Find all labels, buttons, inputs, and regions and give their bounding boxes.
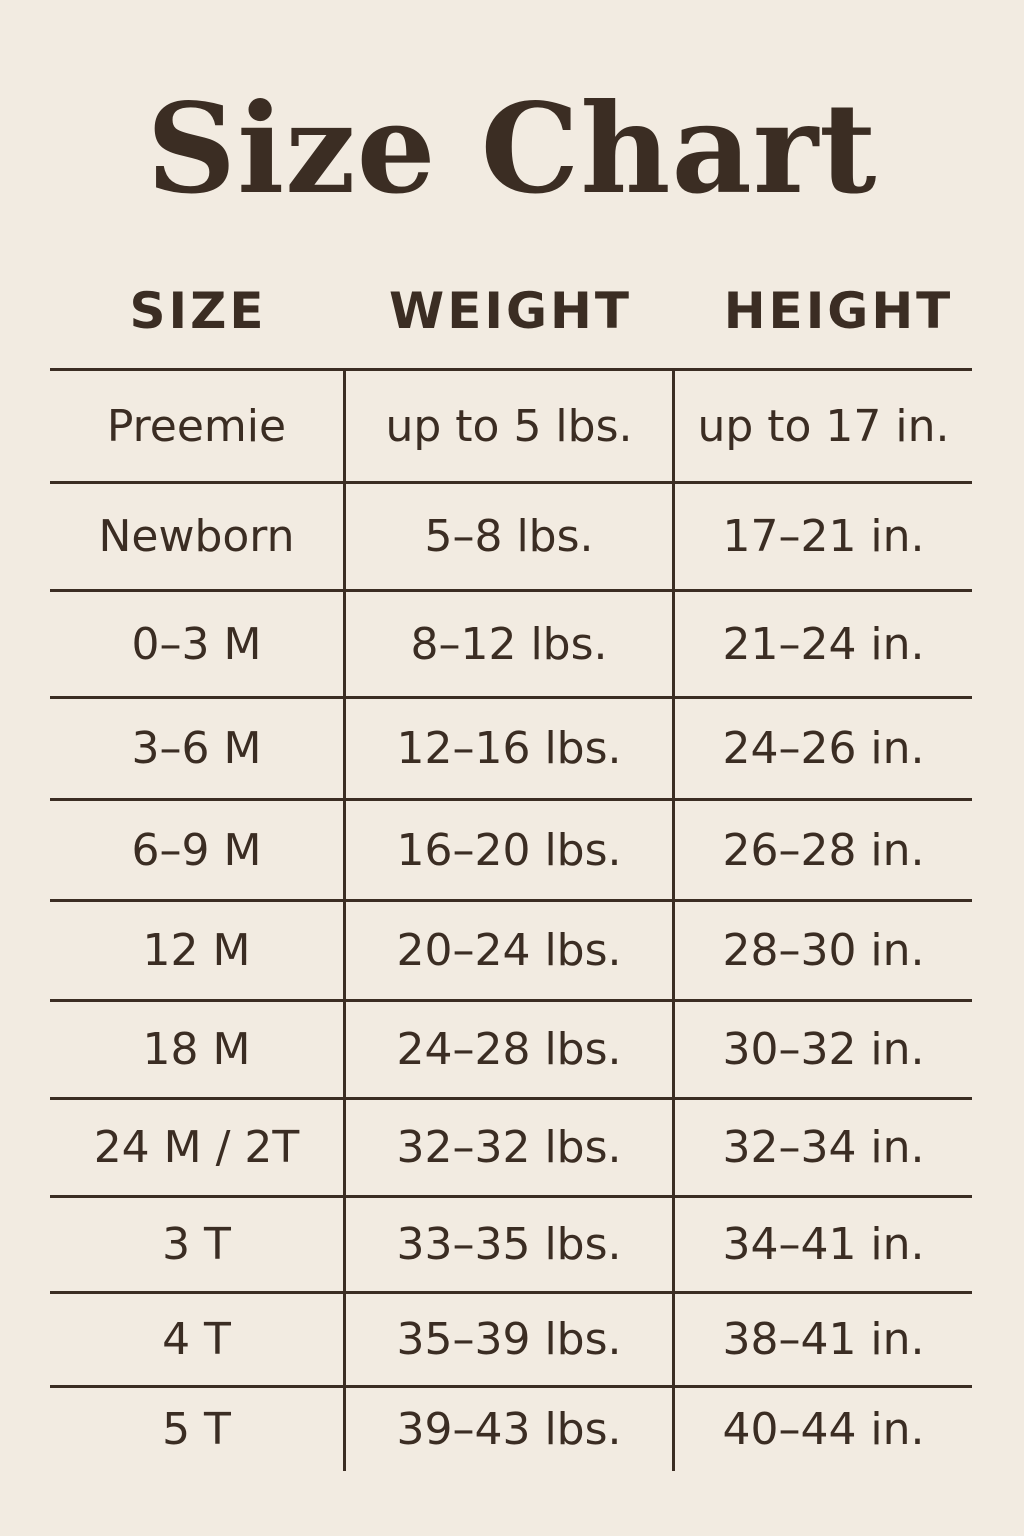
table-row: 24 M / 2T 32–32 lbs. 32–34 in.: [50, 1097, 972, 1195]
size-cell: Newborn: [50, 484, 346, 589]
weight-cell: 39–43 lbs.: [346, 1388, 675, 1471]
height-cell: 34–41 in.: [722, 1219, 925, 1270]
height-cell: 32–34 in.: [722, 1122, 925, 1173]
weight-cell: 20–24 lbs.: [346, 902, 675, 999]
table-row: 12 M 20–24 lbs. 28–30 in.: [50, 899, 972, 999]
table-header: SIZE WEIGHT HEIGHT: [50, 282, 972, 340]
size-cell: 4 T: [50, 1294, 346, 1385]
height-cell: 28–30 in.: [722, 925, 925, 976]
size-cell: 5 T: [50, 1388, 346, 1471]
table-row: 3–6 M 12–16 lbs. 24–26 in.: [50, 696, 972, 798]
table-row: 0–3 M 8–12 lbs. 21–24 in.: [50, 589, 972, 696]
size-cell: 3 T: [50, 1198, 346, 1291]
size-cell: 6–9 M: [50, 801, 346, 899]
weight-cell: 24–28 lbs.: [346, 1002, 675, 1097]
weight-cell: 12–16 lbs.: [346, 699, 675, 798]
size-table: Preemie up to 5 lbs. up to 17 in. Newborn 5–…: [50, 368, 972, 1471]
size-cell: 0–3 M: [50, 592, 346, 696]
header-size: SIZE: [129, 282, 267, 340]
table-row: Newborn 5–8 lbs. 17–21 in.: [50, 481, 972, 589]
weight-cell: 16–20 lbs.: [346, 801, 675, 899]
table-row: 3 T 33–35 lbs. 34–41 in.: [50, 1195, 972, 1291]
height-cell: 30–32 in.: [722, 1024, 925, 1075]
weight-cell: 32–32 lbs.: [346, 1100, 675, 1195]
size-cell: 18 M: [50, 1002, 346, 1097]
table-row: Preemie up to 5 lbs. up to 17 in.: [50, 368, 972, 481]
size-cell: 3–6 M: [50, 699, 346, 798]
weight-cell: 35–39 lbs.: [346, 1294, 675, 1385]
table-row: 6–9 M 16–20 lbs. 26–28 in.: [50, 798, 972, 899]
height-cell: 38–41 in.: [722, 1314, 925, 1365]
height-cell: 26–28 in.: [722, 824, 925, 876]
header-weight: WEIGHT: [389, 282, 632, 340]
height-cell: 24–26 in.: [722, 723, 925, 774]
table-row: 4 T 35–39 lbs. 38–41 in.: [50, 1291, 972, 1385]
height-cell: up to 17 in.: [697, 400, 950, 452]
page-title: Size Chart: [146, 77, 878, 222]
weight-cell: 8–12 lbs.: [346, 592, 675, 696]
size-cell: 24 M / 2T: [50, 1100, 346, 1195]
weight-cell: 33–35 lbs.: [346, 1198, 675, 1291]
size-cell: Preemie: [50, 371, 346, 481]
table-row: 18 M 24–28 lbs. 30–32 in.: [50, 999, 972, 1097]
height-cell: 21–24 in.: [722, 618, 925, 670]
table-row: 5 T 39–43 lbs. 40–44 in.: [50, 1385, 972, 1471]
height-cell: 17–21 in.: [722, 511, 925, 562]
weight-cell: up to 5 lbs.: [346, 371, 675, 481]
header-height: HEIGHT: [723, 282, 954, 340]
size-cell: 12 M: [50, 902, 346, 999]
weight-cell: 5–8 lbs.: [346, 484, 675, 589]
height-cell: 40–44 in.: [722, 1404, 925, 1455]
